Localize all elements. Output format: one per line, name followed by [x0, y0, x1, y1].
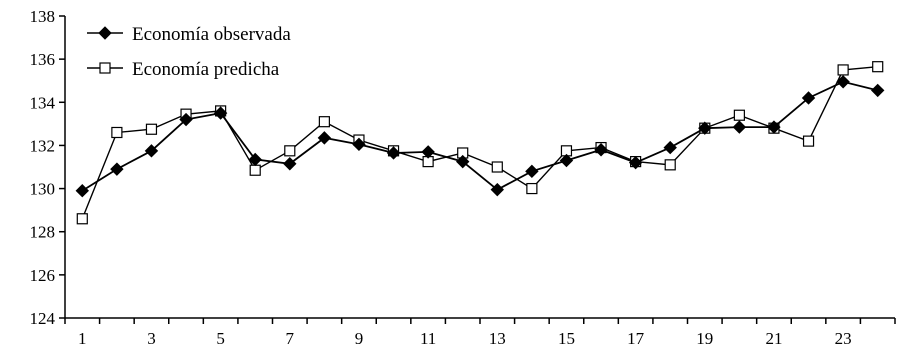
- data-point-observada: [767, 120, 781, 134]
- data-point-observada: [213, 106, 228, 120]
- y-tick-label: 138: [30, 7, 56, 26]
- series-line: [81, 65, 878, 220]
- x-tick-label: 5: [216, 329, 225, 348]
- y-tick-label: 124: [30, 309, 56, 328]
- x-tick-label: 17: [627, 329, 645, 348]
- data-point-predicha: [837, 64, 849, 76]
- x-tick-label: 1: [78, 329, 87, 348]
- legend-label-observada: Economía observada: [132, 24, 291, 45]
- legend-label-predicha: Economía predicha: [132, 59, 280, 80]
- data-point-predicha: [526, 182, 538, 195]
- y-tick-label: 134: [30, 93, 56, 112]
- data-point-observada: [75, 184, 89, 198]
- x-tick-label: 11: [420, 329, 436, 348]
- x-tick-label: 23: [835, 329, 852, 348]
- x-ticks: 1 3 5 7 9 11 13 15 17 19 21 23: [64, 318, 896, 348]
- data-point-predicha: [145, 123, 158, 135]
- data-point-observada: [490, 182, 504, 197]
- x-tick-label: 15: [558, 329, 575, 348]
- x-tick-label: 7: [286, 329, 295, 348]
- data-point-observada: [248, 152, 262, 167]
- series-observada: [75, 75, 885, 198]
- data-point-predicha: [733, 109, 745, 121]
- data-point-predicha: [802, 135, 815, 147]
- series-line: [81, 80, 878, 192]
- data-point-observada: [525, 164, 539, 179]
- filled-diamond-icon: [98, 26, 112, 40]
- data-point-predicha: [76, 213, 88, 225]
- y-tick-label: 132: [30, 136, 56, 155]
- data-point-predicha: [318, 116, 330, 128]
- y-tick-label: 136: [30, 50, 56, 69]
- data-point-observada: [801, 91, 816, 105]
- x-tick-label: 9: [355, 329, 364, 348]
- data-point-observada: [456, 154, 470, 169]
- data-point-predicha: [664, 159, 676, 171]
- x-tick-label: 21: [765, 329, 782, 348]
- data-point-observada: [421, 145, 435, 159]
- legend-entry-predicha: Economía predicha: [87, 59, 280, 80]
- series-predicha: [76, 61, 884, 225]
- y-tick-label: 128: [30, 223, 56, 242]
- data-point-observada: [559, 153, 574, 168]
- data-point-observada: [663, 140, 677, 155]
- open-square-icon: [99, 62, 111, 74]
- x-tick-label: 19: [696, 329, 713, 348]
- data-point-observada: [732, 120, 747, 134]
- data-point-predicha: [491, 161, 503, 173]
- data-point-observada: [144, 144, 159, 158]
- data-point-observada: [836, 75, 850, 89]
- data-point-predicha: [872, 61, 884, 73]
- x-tick-label: 13: [489, 329, 506, 348]
- data-point-observada: [283, 157, 297, 171]
- data-point-observada: [386, 146, 401, 160]
- data-point-observada: [698, 121, 712, 135]
- y-ticks: 124 126 128 130 132 134 136 138: [30, 7, 65, 328]
- data-point-predicha: [111, 126, 123, 139]
- data-point-predicha: [284, 145, 296, 157]
- legend: Economía observada Economía predicha: [87, 24, 291, 80]
- data-point-observada: [871, 83, 885, 98]
- data-point-observada: [317, 131, 332, 145]
- y-tick-label: 126: [30, 266, 56, 285]
- data-point-observada: [110, 162, 124, 176]
- data-point-predicha: [249, 164, 261, 176]
- series-layer: [75, 61, 885, 225]
- data-point-observada: [352, 137, 366, 152]
- y-tick-label: 130: [30, 180, 56, 199]
- data-point-observada: [179, 112, 193, 127]
- data-point-observada: [628, 155, 643, 170]
- data-point-observada: [594, 143, 608, 157]
- x-tick-label: 3: [147, 329, 156, 348]
- legend-entry-observada: Economía observada: [87, 24, 291, 45]
